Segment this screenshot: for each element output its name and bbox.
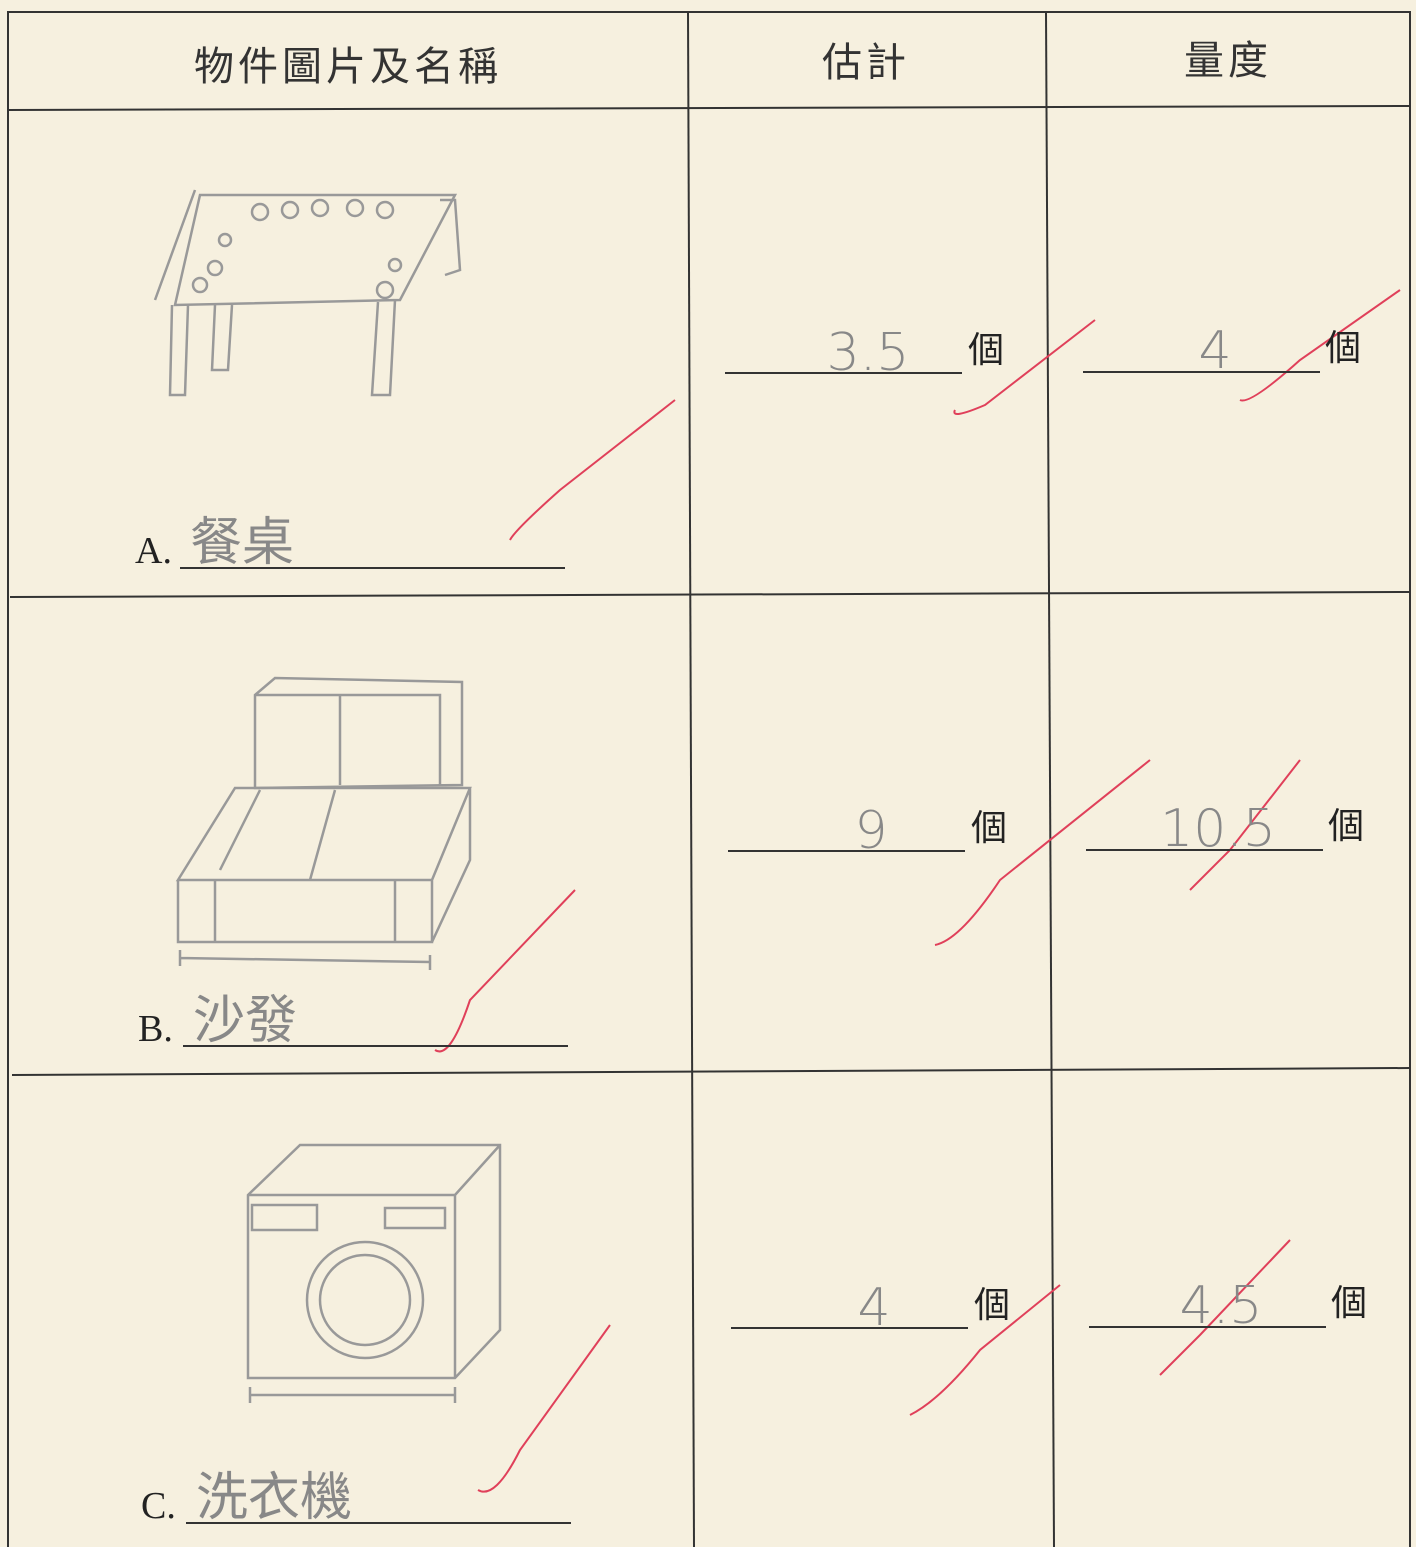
stroke [11,1067,1411,1076]
stroke [477,1324,611,1493]
stroke [7,105,1411,111]
stroke [387,257,403,273]
stroke [375,280,395,300]
item-label: B. [138,1008,173,1050]
stroke [253,676,464,790]
item-label: A. [135,530,172,572]
stroke [217,232,233,248]
stroke [375,200,395,220]
stroke [305,1240,425,1360]
header: 量度 [1184,38,1272,84]
measure-unit: 個 [1325,328,1361,369]
item-name: 餐桌 [190,513,294,573]
header: 估計 [822,40,910,86]
stroke [310,198,330,218]
estimate-unit: 個 [968,330,1004,371]
stroke [934,759,1151,946]
measure-unit: 個 [1328,806,1364,847]
stroke [440,198,462,277]
header: 物件圖片及名稱 [194,44,502,90]
stroke [687,11,695,1547]
sketch-sofa [175,676,472,970]
stroke [953,319,1096,415]
sketch-washer [246,1143,502,1403]
stroke [509,399,676,541]
estimate-unit: 個 [974,1285,1010,1326]
item-label: C. [141,1485,176,1527]
stroke [1239,289,1401,402]
item-name: 洗衣機 [196,1468,352,1528]
stroke [345,198,365,218]
table-grid [7,11,1411,1547]
stroke [909,1284,1061,1416]
stroke [7,11,1411,1547]
stroke [280,200,300,220]
stroke [178,950,432,970]
stroke [250,202,270,222]
stroke [246,1143,502,1380]
red-checks [434,289,1401,1493]
stroke [383,1206,447,1230]
stroke [248,1387,457,1403]
stroke [1045,11,1055,1547]
stroke [1159,1239,1291,1376]
stroke [318,1253,412,1347]
stroke [173,193,458,307]
stroke [175,786,472,944]
sketch-dining-table [153,189,462,397]
item-name: 沙發 [193,991,297,1051]
stroke [250,1203,319,1232]
stroke [191,276,209,294]
stroke [206,259,224,277]
estimate-unit: 個 [971,808,1007,849]
measure-unit: 個 [1331,1283,1367,1324]
stroke [153,189,197,301]
stroke [9,591,1411,598]
stroke [168,299,397,397]
stroke [434,889,576,1053]
